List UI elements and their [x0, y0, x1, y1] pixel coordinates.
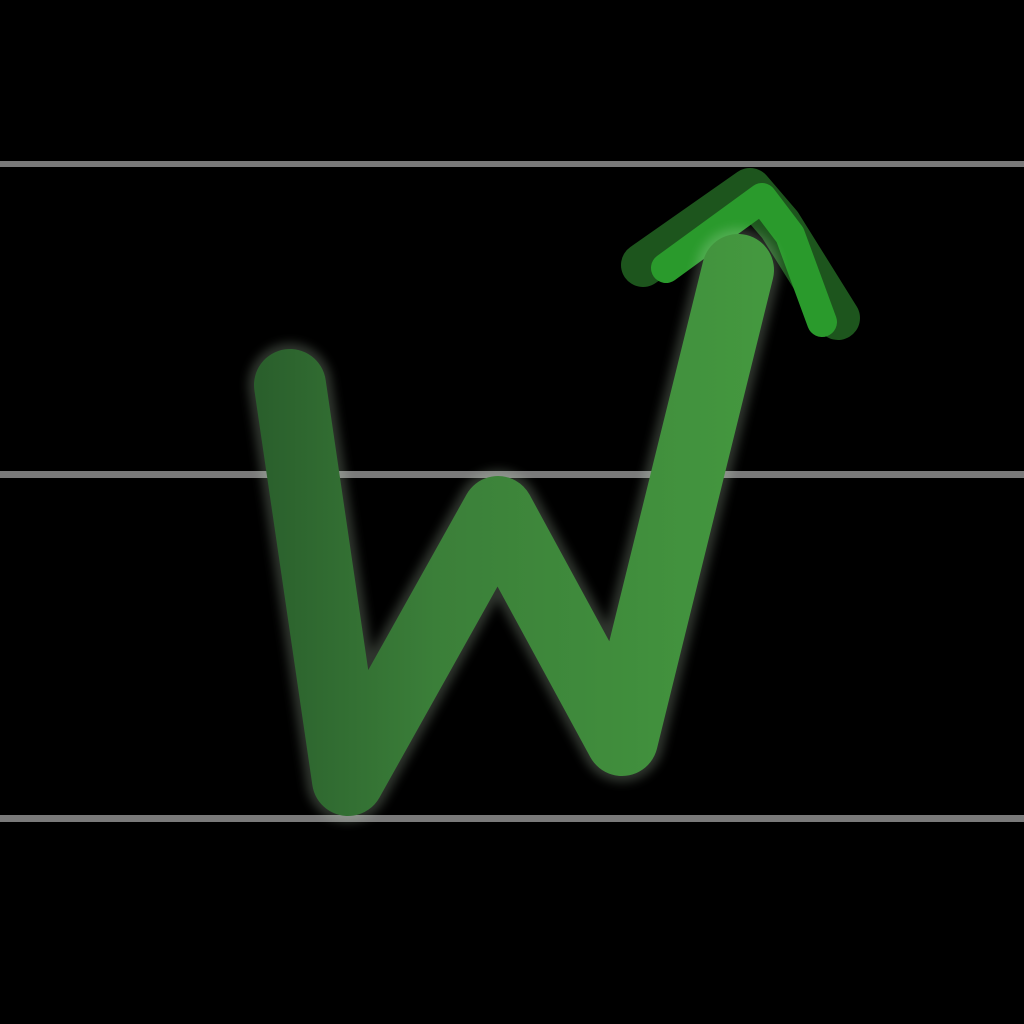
rule-line-top: [0, 161, 1024, 167]
arrow-head-icon: [621, 168, 860, 340]
rule-line-bottom: [0, 815, 1024, 822]
w-trend-stroke: [254, 234, 774, 816]
